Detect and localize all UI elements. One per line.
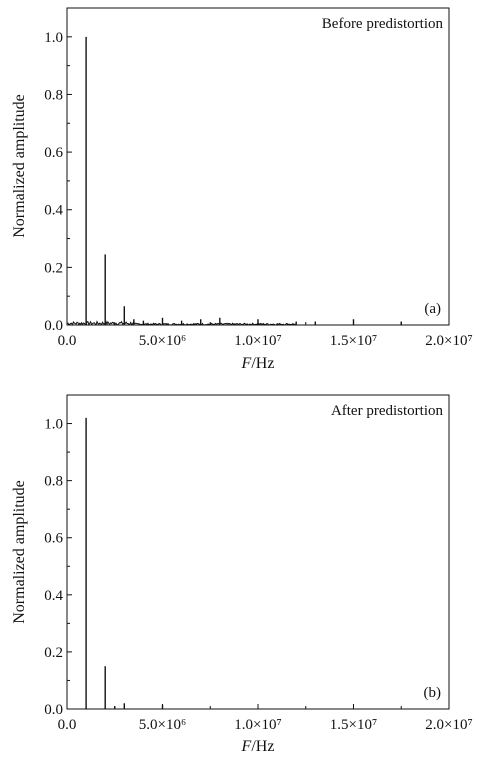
y-tick-label: 0.2 [44,645,63,661]
y-tick-label: 0.8 [44,87,63,103]
y-tick-label: 1.0 [44,417,63,433]
x-tick-label: 5.0×10⁶ [139,333,186,349]
x-tick-label: 0.0 [58,333,77,349]
x-tick-label: 2.0×10⁷ [425,333,472,349]
y-tick-label: 1.0 [44,30,63,46]
chart-title: Before predistortion [322,16,444,32]
y-tick-label: 0.6 [44,145,63,161]
x-axis-label: F/Hz [241,355,275,372]
chart-panel-b: 0.0 0.2 0.4 0.6 0.8 1.0 0.0 5.0×10⁶ 1.0×10⁷ 1.5×1… [11,394,473,755]
panel-label: (a) [424,301,441,317]
panel-label: (b) [424,685,442,701]
x-tick-label: 1.5×10⁷ [330,333,377,349]
y-tick-label: 0.0 [44,318,63,334]
y-tick-label: 0.6 [44,531,63,547]
x-tick-label: 2.0×10⁷ [425,717,472,733]
x-tick-label: 5.0×10⁶ [139,717,186,733]
x-tick-label: 0.0 [58,717,77,733]
y-axis-label: Normalized amplitude [11,480,28,624]
x-tick-label: 1.0×10⁷ [234,333,281,349]
chart-panel-a: 0.0 0.2 0.4 0.6 0.8 1.0 0.0 5.0×10⁶ 1.0×10⁷ 1.5×1… [11,7,473,372]
x-tick-label: 1.0×10⁷ [234,717,281,733]
plot-frame [66,7,450,326]
chart-title: After predistortion [331,403,444,419]
y-tick-label: 0.2 [44,260,63,276]
y-tick-label: 0.8 [44,474,63,490]
y-axis-label: Normalized amplitude [11,94,28,238]
x-axis-label: F/Hz [241,738,275,755]
y-tick-label: 0.4 [44,588,63,604]
x-tick-label: 1.5×10⁷ [330,717,377,733]
y-tick-label: 0.0 [44,702,63,718]
y-tick-label: 0.4 [44,203,63,219]
plot-frame [66,394,450,710]
